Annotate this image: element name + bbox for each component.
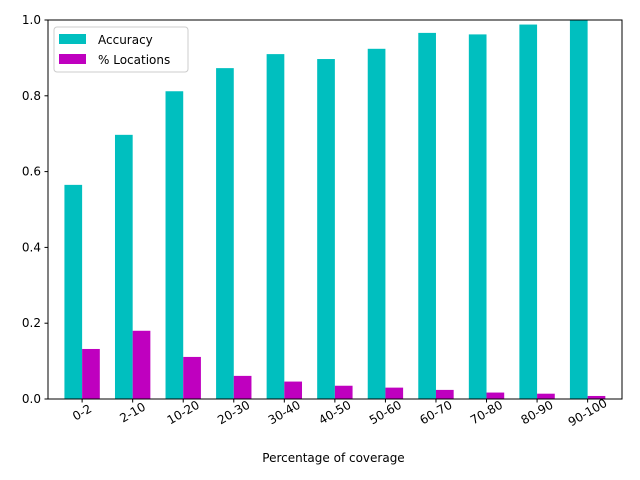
bar-locations-1 (132, 330, 151, 399)
y-tick-label-3: 0.6 (22, 165, 41, 179)
bar-locations-8 (486, 392, 505, 399)
y-tick-label-4: 0.8 (22, 89, 41, 103)
bar-locations-3 (233, 375, 252, 399)
bar-accuracy-4 (266, 54, 285, 400)
bar-accuracy-7 (418, 32, 436, 399)
legend: Accuracy % Locations (53, 26, 189, 73)
y-tick-label-2: 0.4 (22, 240, 41, 254)
legend-label-0: Accuracy (98, 33, 153, 47)
bar-accuracy-5 (317, 59, 335, 399)
bar-locations-2 (183, 356, 201, 399)
legend-swatch-0 (59, 34, 86, 44)
y-tick-label-0: 0.0 (22, 392, 41, 406)
bar-accuracy-2 (165, 91, 184, 399)
x-axis-label: Percentage of coverage (262, 451, 404, 465)
bar-locations-10 (587, 395, 606, 399)
bar-locations-5 (334, 385, 353, 399)
bar-accuracy-10 (569, 20, 588, 399)
bar-locations-7 (435, 389, 454, 399)
legend-box (53, 26, 189, 73)
bar-accuracy-3 (216, 68, 234, 399)
y-tick-label-1: 0.2 (22, 316, 41, 330)
bar-accuracy-6 (367, 48, 386, 400)
bar-accuracy-1 (114, 134, 133, 399)
bar-accuracy-9 (519, 24, 538, 400)
bar-locations-0 (82, 348, 100, 399)
bar-locations-9 (537, 393, 555, 399)
bar-accuracy-8 (468, 34, 487, 400)
legend-swatch-1 (59, 54, 86, 64)
legend-label-1: % Locations (98, 53, 170, 67)
y-tick-label-5: 1.0 (22, 13, 41, 27)
bar-accuracy-0 (64, 184, 83, 399)
bar-locations-4 (284, 381, 303, 399)
bars-group (64, 20, 606, 400)
bar-locations-6 (385, 387, 404, 399)
